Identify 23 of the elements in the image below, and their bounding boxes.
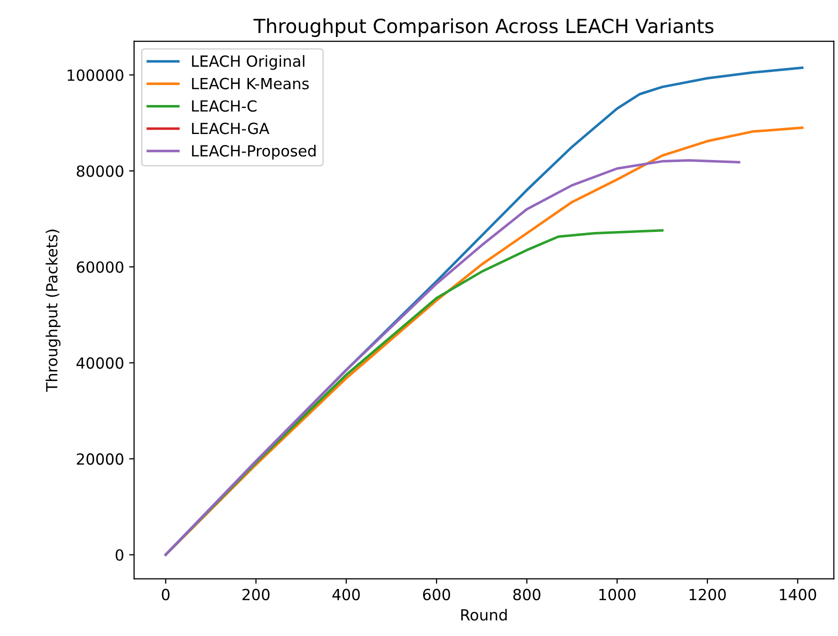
- x-tick-label: 400: [332, 588, 360, 600]
- legend-label: LEACH K-Means: [192, 78, 309, 90]
- legend-label: LEACH-Proposed: [192, 144, 316, 160]
- y-tick-label: 80000: [76, 165, 124, 177]
- y-tick-label: 0: [116, 549, 124, 561]
- x-tick-label: 1000: [599, 588, 636, 600]
- y-axis-title: Throughput (Packets): [46, 230, 60, 392]
- x-tick-label: 1200: [690, 588, 726, 600]
- y-tick-label: 60000: [76, 261, 124, 273]
- chart-title: Throughput Comparison Across LEACH Variants: [253, 18, 714, 38]
- x-tick-label: 1400: [780, 588, 816, 600]
- y-tick-label: 100000: [68, 69, 124, 81]
- y-tick-label: 40000: [76, 357, 124, 369]
- legend-label: LEACH-C: [192, 100, 256, 112]
- legend-label: LEACH Original: [192, 55, 304, 70]
- x-tick-label: 600: [423, 588, 450, 600]
- legend-label: LEACH-GA: [192, 122, 270, 134]
- x-tick-label: 800: [513, 588, 540, 600]
- x-axis-title: Round: [461, 608, 507, 621]
- line-series: [164, 159, 740, 556]
- x-tick-label: 0: [162, 588, 170, 600]
- y-tick-label: 20000: [76, 453, 124, 465]
- x-tick-label: 200: [242, 588, 270, 600]
